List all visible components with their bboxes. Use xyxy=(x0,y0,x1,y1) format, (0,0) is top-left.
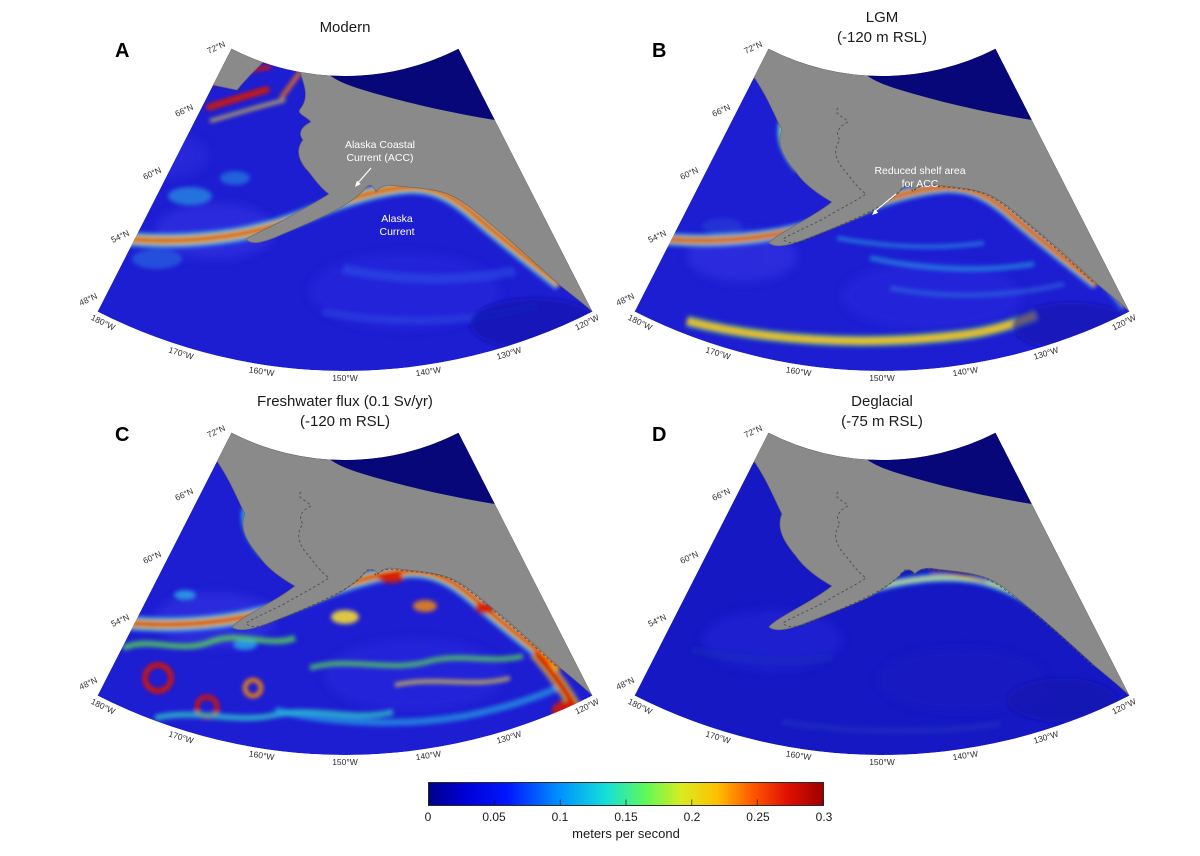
lon-tick-label: 140°W xyxy=(952,748,979,762)
acc-label-line1: Alaska Coastal xyxy=(345,139,415,151)
lat-tick-label: 66°N xyxy=(173,486,194,503)
reduced-shelf-label-line1: Reduced shelf area xyxy=(874,165,965,177)
colorbar-tick-label: 0.2 xyxy=(683,810,701,824)
lon-tick-label: 140°W xyxy=(415,364,442,378)
alaska-current-label-line1: Alaska xyxy=(381,213,413,225)
lon-tick-label: 150°W xyxy=(332,757,358,767)
lat-tick-label: 48°N xyxy=(614,291,635,308)
colorbar-gradient xyxy=(428,782,824,806)
colorbar-tick-label: 0.25 xyxy=(746,810,770,824)
panel-deglacial: D Deglacial (-75 m RSL) xyxy=(612,390,1152,774)
lat-tick-label: 72°N xyxy=(205,39,226,56)
panel-lgm: B LGM (-120 m RSL) xyxy=(612,6,1152,390)
lon-tick-label: 160°W xyxy=(248,364,275,378)
lat-tick-label: 54°N xyxy=(109,612,130,629)
lat-tick-label: 66°N xyxy=(710,102,731,119)
alaska-current-label-line2: Current xyxy=(379,226,414,238)
annotations: Alaska Coastal Current (ACC) Alaska Curr… xyxy=(345,139,415,238)
lat-tick-label: 54°N xyxy=(646,228,667,245)
lon-tick-label: 140°W xyxy=(415,748,442,762)
lat-tick-label: 54°N xyxy=(646,612,667,629)
lat-tick-label: 48°N xyxy=(77,675,98,692)
panel-title-lgm: LGM (-120 m RSL) xyxy=(632,8,1132,47)
panel-title-line: (-120 m RSL) xyxy=(836,28,928,46)
lon-tick-label: 150°W xyxy=(869,373,895,383)
panel-title-line: LGM xyxy=(865,9,899,26)
colorbar: 0 0.05 0.1 0.15 0.2 0.25 0.3 meters per … xyxy=(424,782,833,841)
acc-arrowhead xyxy=(355,180,361,187)
lat-tick-label: 72°N xyxy=(742,423,763,440)
panel-title-line: Modern xyxy=(319,19,371,36)
lon-tick-label: 140°W xyxy=(952,364,979,378)
panel-title-freshwater: Freshwater flux (0.1 Sv/yr) (-120 m RSL) xyxy=(95,392,595,431)
lat-tick-label: 54°N xyxy=(109,228,130,245)
panel-title-deglacial: Deglacial (-75 m RSL) xyxy=(632,392,1132,431)
lat-tick-label: 66°N xyxy=(710,486,731,503)
lon-tick-label: 160°W xyxy=(248,748,275,762)
panel-modern: A Modern xyxy=(75,6,615,390)
colorbar-bar xyxy=(428,782,824,806)
colorbar-tick-marks xyxy=(428,799,824,805)
panel-title-line: Deglacial xyxy=(851,393,913,410)
panel-freshwater-flux: C Freshwater flux (0.1 Sv/yr) (-120 m RS… xyxy=(75,390,615,774)
panel-letter-b: B xyxy=(652,40,667,62)
lon-tick-label: 160°W xyxy=(785,748,812,762)
lat-tick-label: 60°N xyxy=(678,549,699,566)
reduced-shelf-arrowhead xyxy=(872,209,879,215)
colorbar-tick-label: 0.15 xyxy=(614,810,638,824)
lat-tick-label: 48°N xyxy=(77,291,98,308)
reduced-shelf-label-line2: for ACC xyxy=(902,178,939,190)
colorbar-tick-label: 0.3 xyxy=(815,810,833,824)
panel-letter-d: D xyxy=(652,424,667,446)
colorbar-tick-label: 0.05 xyxy=(482,810,506,824)
colorbar-tick-labels: 0 0.05 0.1 0.15 0.2 0.25 0.3 xyxy=(424,810,833,824)
lat-tick-label: 60°N xyxy=(678,165,699,182)
annotations: Reduced shelf area for ACC xyxy=(872,165,966,215)
panel-title-line: Freshwater flux (0.1 Sv/yr) xyxy=(257,393,433,410)
acc-label-line2: Current (ACC) xyxy=(346,152,413,164)
lon-tick-label: 160°W xyxy=(785,364,812,378)
acc-arrow xyxy=(356,167,372,185)
lat-tick-label: 60°N xyxy=(141,165,162,182)
panel-title-line: (-120 m RSL) xyxy=(299,412,391,430)
panel-letter-a: A xyxy=(115,40,130,62)
lat-tick-label: 66°N xyxy=(173,102,194,119)
panel-title-line: (-75 m RSL) xyxy=(841,412,923,430)
lat-tick-label: 60°N xyxy=(141,549,162,566)
panel-title-modern: Modern xyxy=(95,18,595,38)
panel-letter-c: C xyxy=(115,424,130,446)
lat-tick-label: 72°N xyxy=(205,423,226,440)
colorbar-tick-label: 0.1 xyxy=(551,810,569,824)
lat-tick-label: 72°N xyxy=(742,39,763,56)
colorbar-tick-label: 0 xyxy=(424,810,432,824)
colorbar-caption: meters per second xyxy=(572,826,680,841)
lat-tick-label: 48°N xyxy=(614,675,635,692)
reduced-shelf-arrow xyxy=(873,193,897,213)
lon-tick-label: 150°W xyxy=(869,757,895,767)
lon-tick-label: 150°W xyxy=(332,373,358,383)
